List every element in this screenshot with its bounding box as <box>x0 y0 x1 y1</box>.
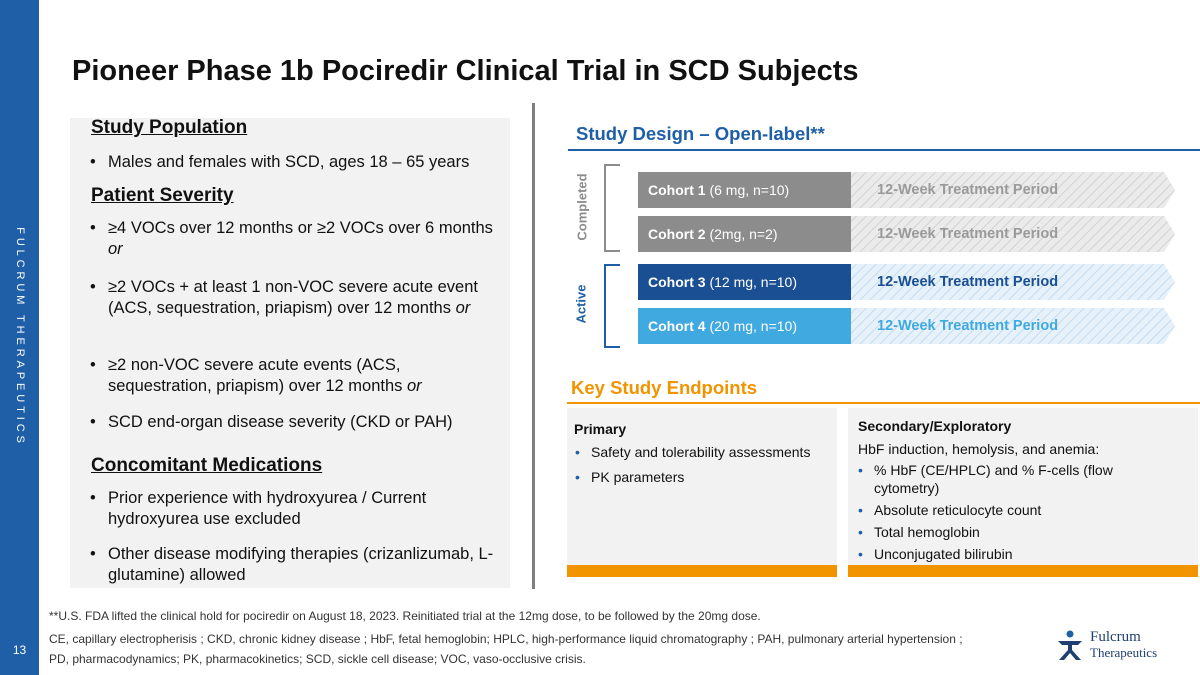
cohort-1-label: Cohort 1 (6 mg, n=10) <box>638 172 851 208</box>
key-endpoints-rule <box>567 402 1200 404</box>
study-design-rule <box>568 149 1200 151</box>
secondary-box-bar <box>848 565 1198 577</box>
key-endpoints-title: Key Study Endpoints <box>571 377 758 398</box>
treatment-period-label: 12-Week Treatment Period <box>877 274 1059 290</box>
logo-wordmark: Fulcrum <box>1090 629 1141 645</box>
list-item: • ≥2 VOCs + at least 1 non-VOC severe acu… <box>90 278 478 317</box>
list-item: •% HbF (CE/HPLC) and % F-cells (flow cyt… <box>858 462 1113 496</box>
list-item: • PK parameters <box>575 469 685 485</box>
footnote-fda: **U.S. FDA lifted the clinical hold for … <box>49 609 761 623</box>
footnote-abbreviations-cont: PD, pharmacodynamics; PK, pharmacokineti… <box>49 652 586 666</box>
primary-title: Primary <box>574 421 627 437</box>
primary-box-bar <box>567 565 837 577</box>
slide-title: Pioneer Phase 1b Pociredir Clinical Tria… <box>72 55 859 87</box>
treatment-period-label: 12-Week Treatment Period <box>877 226 1059 242</box>
column-divider <box>532 103 535 589</box>
footnote-abbreviations: CE, capillary electropherisis ; CKD, chr… <box>49 632 963 646</box>
study-population-heading: Study Population <box>91 117 248 138</box>
cohort-row: Cohort 1 (6 mg, n=10) 12-Week Treatment … <box>638 172 1175 208</box>
sidebar-brand-text: FULCRUM THERAPEUTICS <box>14 227 26 447</box>
cohort-3-label: Cohort 3 (12 mg, n=10) <box>638 264 851 300</box>
study-design-title: Study Design – Open-label** <box>576 123 825 144</box>
fulcrum-logo-icon <box>1058 630 1082 660</box>
study-criteria-panel <box>70 118 510 588</box>
secondary-intro: HbF induction, hemolysis, and anemia: <box>858 441 1100 457</box>
cohort-row: Cohort 2 (2mg, n=2) 12-Week Treatment Pe… <box>638 216 1175 252</box>
brand-sidebar: FULCRUM THERAPEUTICS 13 <box>0 0 39 675</box>
cohort-row: Cohort 3 (12 mg, n=10) 12-Week Treatment… <box>638 264 1175 300</box>
logo-wordmark-sub: Therapeutics <box>1090 645 1158 660</box>
cohort-row: Cohort 4 (20 mg, n=10) 12-Week Treatment… <box>638 308 1175 344</box>
active-bracket <box>604 264 620 348</box>
treatment-period-label: 12-Week Treatment Period <box>877 318 1059 334</box>
list-item: • Males and females with SCD, ages 18 – 6… <box>90 153 470 171</box>
patient-severity-heading: Patient Severity <box>91 185 234 206</box>
secondary-title: Secondary/Exploratory <box>858 418 1012 434</box>
completed-label: Completed <box>574 173 590 241</box>
treatment-period-arrow <box>851 172 1175 208</box>
secondary-endpoints-box <box>848 408 1198 576</box>
list-item: • ≥4 VOCs over 12 months or ≥2 VOCs over … <box>90 219 493 258</box>
cohort-2-label: Cohort 2 (2mg, n=2) <box>638 216 851 252</box>
treatment-period-arrow <box>851 216 1175 252</box>
primary-endpoints-box <box>567 408 837 576</box>
concomitant-medications-heading: Concomitant Medications <box>91 455 323 476</box>
list-item: • SCD end-organ disease severity (CKD or … <box>90 413 453 431</box>
treatment-period-label: 12-Week Treatment Period <box>877 182 1059 198</box>
list-item: • Safety and tolerability assessments <box>575 444 811 460</box>
page-number: 13 <box>12 643 27 657</box>
list-item: • Absolute reticulocyte count <box>858 502 1042 518</box>
list-item: • Prior experience with hydroxyurea / Cur… <box>90 489 427 528</box>
list-item: • Other disease modifying therapies (criz… <box>90 545 494 584</box>
cohort-4-label: Cohort 4 (20 mg, n=10) <box>638 308 851 344</box>
active-label: Active <box>573 284 589 324</box>
list-item: • Unconjugated bilirubin <box>858 546 1013 562</box>
treatment-period-arrow <box>851 308 1175 344</box>
list-item: • Total hemoglobin <box>858 524 980 540</box>
list-item: • ≥2 non-VOC severe acute events (ACS, se… <box>90 356 422 395</box>
treatment-period-arrow <box>851 264 1175 300</box>
completed-bracket <box>604 164 620 252</box>
